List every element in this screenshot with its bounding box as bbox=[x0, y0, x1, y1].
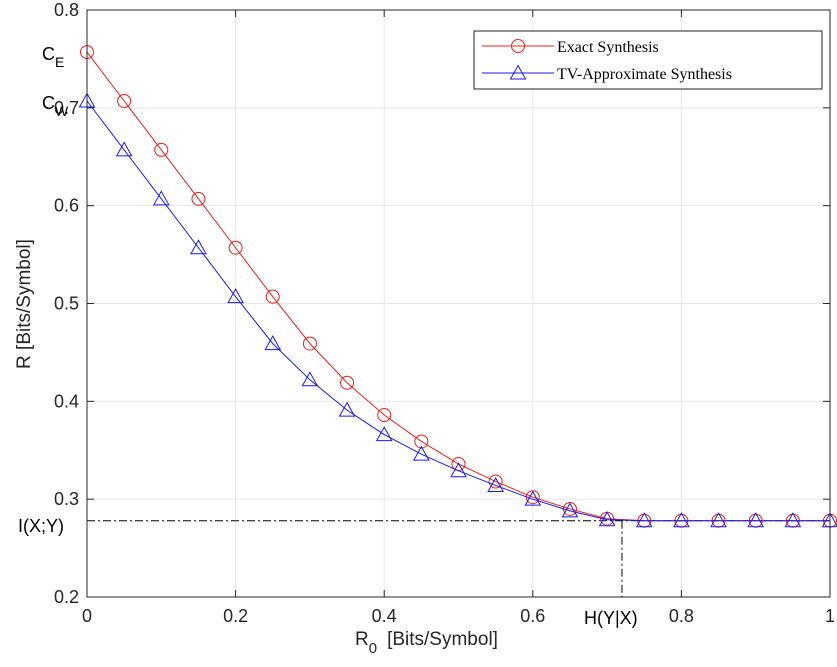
point-exact-1 bbox=[117, 93, 132, 108]
x-axis-label: R0 [Bits/Symbol] bbox=[355, 629, 498, 657]
legend-marker-tv bbox=[509, 64, 527, 80]
x-tick-label-0: 0 bbox=[82, 606, 92, 626]
y-tick-label-1: 0.3 bbox=[54, 489, 79, 509]
point-tv-7 bbox=[338, 401, 356, 417]
x-axis-label-units: [Bits/Symbol] bbox=[387, 629, 498, 650]
axis-ticks: 0 0.2 0.4 0.6 0.8 10.20.30.40.50.60.70.8 bbox=[54, 0, 835, 626]
point-exact-7 bbox=[340, 375, 355, 390]
point-exact-2 bbox=[154, 142, 169, 157]
point-tv-5 bbox=[264, 335, 282, 351]
legend-marker-exact bbox=[511, 39, 525, 53]
point-tv-10 bbox=[450, 462, 467, 478]
point-tv-16 bbox=[673, 512, 690, 528]
point-tv-3 bbox=[190, 239, 207, 255]
x-tick-label-1: 0.2 bbox=[223, 606, 248, 626]
point-tv-19 bbox=[784, 512, 802, 528]
y-tick-label-6: 0.8 bbox=[54, 0, 79, 20]
point-tv-4 bbox=[227, 288, 244, 304]
x-axis-label-sub: 0 bbox=[369, 640, 377, 657]
annotation-c-w-sub: W bbox=[55, 103, 69, 119]
annotation-h-yx: H(Y|X) bbox=[584, 608, 638, 628]
point-tv-8 bbox=[375, 426, 393, 442]
series-layer bbox=[78, 45, 837, 528]
point-exact-4 bbox=[228, 240, 243, 255]
x-axis-label-main: R bbox=[355, 629, 369, 650]
point-exact-8 bbox=[377, 408, 392, 423]
annotation-c-w-main: C bbox=[42, 93, 55, 113]
point-tv-1 bbox=[115, 141, 133, 157]
point-exact-5 bbox=[265, 289, 280, 304]
point-tv-15 bbox=[635, 512, 653, 528]
point-exact-9 bbox=[414, 434, 429, 449]
grid bbox=[87, 10, 830, 597]
legend-label-exact: Exact Synthesis bbox=[557, 39, 659, 56]
point-tv-2 bbox=[152, 190, 170, 206]
x-tick-label-2: 0.4 bbox=[372, 606, 397, 626]
y-tick-label-2: 0.4 bbox=[54, 391, 79, 411]
y-axis-label: R [Bits/Symbol] bbox=[14, 239, 35, 369]
y-tick-label-3: 0.5 bbox=[54, 294, 79, 314]
x-tick-label-3: 0.6 bbox=[520, 606, 545, 626]
point-tv-9 bbox=[413, 445, 430, 461]
point-tv-14 bbox=[598, 511, 616, 527]
y-tick-label-4: 0.6 bbox=[54, 196, 79, 216]
series-line-tv bbox=[86, 100, 830, 522]
point-tv-17 bbox=[710, 512, 727, 528]
point-tv-11 bbox=[487, 476, 504, 492]
y-tick-label-0: 0.2 bbox=[54, 587, 79, 607]
point-exact-3 bbox=[191, 191, 206, 206]
point-tv-13 bbox=[561, 502, 579, 518]
x-tick-label-5: 1 bbox=[825, 606, 835, 626]
annotation-c-e-main: C bbox=[42, 44, 55, 64]
point-tv-12 bbox=[524, 490, 542, 506]
legend-label-tv: TV-Approximate Synthesis bbox=[557, 66, 732, 83]
annotation-i-xy: I(X;Y) bbox=[18, 516, 64, 536]
legend: Exact Synthesis TV-Approximate Synthesis bbox=[473, 30, 823, 90]
annotation-c-e: CE bbox=[42, 44, 64, 70]
point-tv-18 bbox=[747, 512, 765, 528]
y-tick-label-5: 0.7 bbox=[54, 98, 79, 118]
x-tick-label-4: 0.8 bbox=[669, 606, 694, 626]
annotation-c-w: CW bbox=[42, 93, 69, 119]
legend-box bbox=[473, 30, 823, 90]
point-exact-11 bbox=[488, 474, 503, 489]
point-tv-6 bbox=[301, 371, 319, 387]
point-exact-6 bbox=[302, 336, 317, 351]
annotation-c-e-sub: E bbox=[55, 54, 64, 70]
